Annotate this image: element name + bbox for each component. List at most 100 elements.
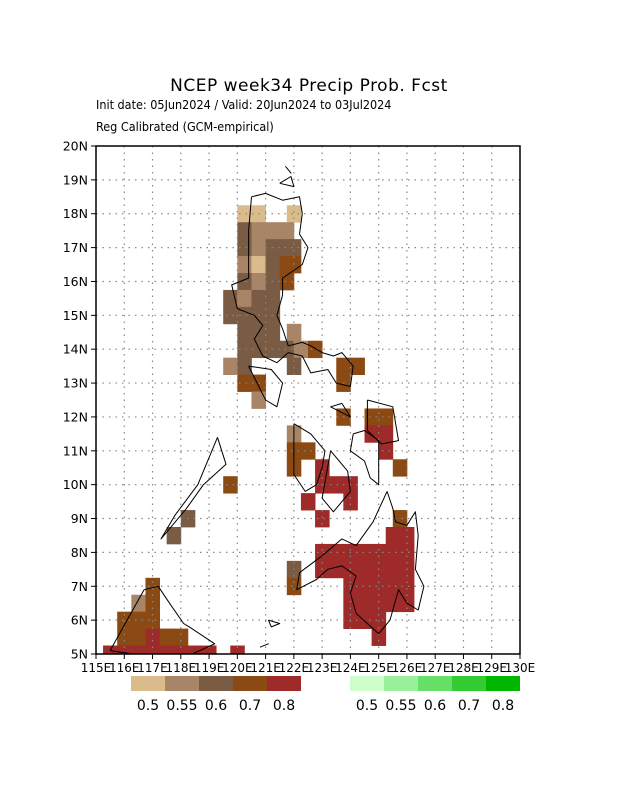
coastline xyxy=(259,643,269,648)
probability-cell xyxy=(237,340,252,359)
lon-tick-label: 121E xyxy=(250,661,281,675)
lat-tick-label: 15N xyxy=(63,308,88,323)
method-subtitle: Reg Calibrated (GCM-empirical) xyxy=(96,119,274,134)
coastline xyxy=(279,176,295,188)
probability-cell xyxy=(392,459,408,477)
lat-tick-label: 11N xyxy=(63,443,88,458)
lon-tick-label: 125E xyxy=(363,661,394,675)
lon-tick-label: 120E xyxy=(222,661,253,675)
lon-tick-label: 117E xyxy=(137,661,168,675)
lat-tick-label: 13N xyxy=(63,376,88,391)
probability-cell xyxy=(357,577,372,596)
dry-legend-swatch xyxy=(199,676,233,691)
probability-cell xyxy=(145,594,160,613)
probability-cell xyxy=(117,611,132,629)
coastline xyxy=(160,437,227,540)
dry-legend-swatch xyxy=(165,676,199,691)
lat-tick-label: 14N xyxy=(63,342,88,357)
probability-cell xyxy=(286,239,302,257)
probability-cell xyxy=(378,425,394,443)
probability-cell xyxy=(286,205,302,223)
lat-tick-label: 5N xyxy=(71,647,88,662)
probability-cell xyxy=(131,611,146,629)
probability-cell xyxy=(385,594,401,613)
probability-cell xyxy=(223,357,238,375)
lat-tick-label: 18N xyxy=(63,206,88,221)
latitude-axis: 5N 6N 7N 8N 9N 10N 11N 12N 13N 14N 15N 16N 17N 18N 19N… xyxy=(63,139,96,662)
wet-legend-label: 0.7 xyxy=(458,698,480,714)
probability-cell xyxy=(237,256,252,274)
lat-tick-label: 6N xyxy=(71,613,88,628)
probability-cell xyxy=(145,577,160,596)
probability-cell xyxy=(187,645,203,655)
wet-legend-swatch xyxy=(350,676,384,691)
probability-cell xyxy=(343,594,358,613)
wet-legend-label: 0.5 xyxy=(356,698,378,714)
lon-tick-label: 119E xyxy=(194,661,225,675)
probability-legend: 0.5 0.55 0.6 0.7 0.8 0.5 0.55 0.6 0.7 0.8 xyxy=(131,676,520,714)
probability-cell xyxy=(371,577,387,596)
probability-cell xyxy=(173,645,189,655)
probability-cell xyxy=(343,493,358,511)
probability-cell xyxy=(166,527,182,545)
coastlines xyxy=(109,165,425,655)
dry-legend-swatch xyxy=(233,676,267,691)
wet-legend-swatch xyxy=(418,676,452,691)
lon-tick-label: 127E xyxy=(420,661,451,675)
plot-frame xyxy=(95,145,521,655)
probability-cell xyxy=(223,476,238,494)
probability-cell xyxy=(315,543,330,562)
lat-tick-label: 9N xyxy=(71,511,88,526)
coastline xyxy=(366,399,399,445)
probability-cell xyxy=(237,222,252,240)
probability-cell xyxy=(392,510,408,528)
probability-cell xyxy=(202,645,217,655)
probability-cell xyxy=(223,306,238,325)
lon-tick-label: 124E xyxy=(335,661,366,675)
probability-cell xyxy=(265,289,281,308)
probability-cell xyxy=(131,628,146,646)
probability-cell xyxy=(173,628,189,646)
lat-tick-label: 12N xyxy=(63,409,88,424)
coastline xyxy=(296,491,425,635)
lon-tick-label: 118E xyxy=(166,661,197,675)
probability-cell xyxy=(378,408,394,426)
probability-cell xyxy=(230,645,245,655)
lon-tick-label: 128E xyxy=(448,661,479,675)
probability-cell xyxy=(237,306,252,325)
probability-cell xyxy=(371,628,387,646)
wet-legend-swatch xyxy=(486,676,520,691)
lat-tick-label: 16N xyxy=(63,274,88,289)
coastline xyxy=(285,165,292,174)
lon-tick-label: 123E xyxy=(307,661,338,675)
probability-cell xyxy=(237,357,252,375)
probability-cell xyxy=(371,543,387,562)
probability-cell xyxy=(315,510,330,528)
lat-tick-label: 7N xyxy=(71,579,88,594)
probability-cell xyxy=(237,323,252,342)
probability-cell xyxy=(145,611,160,629)
probability-cell xyxy=(286,256,302,274)
probability-cell xyxy=(159,645,175,655)
coastline xyxy=(231,192,354,387)
coastline xyxy=(321,450,351,513)
probability-cell xyxy=(251,256,266,274)
lat-tick-label: 8N xyxy=(71,545,88,560)
probability-cell xyxy=(286,577,302,596)
probability-cell xyxy=(145,628,160,646)
probability-cell xyxy=(357,543,372,562)
probability-cell xyxy=(385,527,401,545)
probability-cell xyxy=(265,323,281,342)
probability-cell xyxy=(117,645,132,655)
dry-legend-label: 0.55 xyxy=(166,698,197,714)
graticule xyxy=(96,146,520,654)
init-valid-subtitle: Init date: 05Jun2024 / Valid: 20Jun2024 … xyxy=(96,97,392,112)
probability-cell xyxy=(378,442,394,460)
wet-legend-label: 0.6 xyxy=(424,698,446,714)
dry-legend-label: 0.6 xyxy=(205,698,227,714)
chart-title: NCEP week34 Precip Prob. Fcst xyxy=(170,76,448,96)
lon-tick-label: 126E xyxy=(392,661,423,675)
probability-cell xyxy=(293,340,309,359)
coastline xyxy=(330,402,351,418)
longitude-axis: 115E116E117E118E119E120E121E122E123E124E… xyxy=(81,654,535,675)
